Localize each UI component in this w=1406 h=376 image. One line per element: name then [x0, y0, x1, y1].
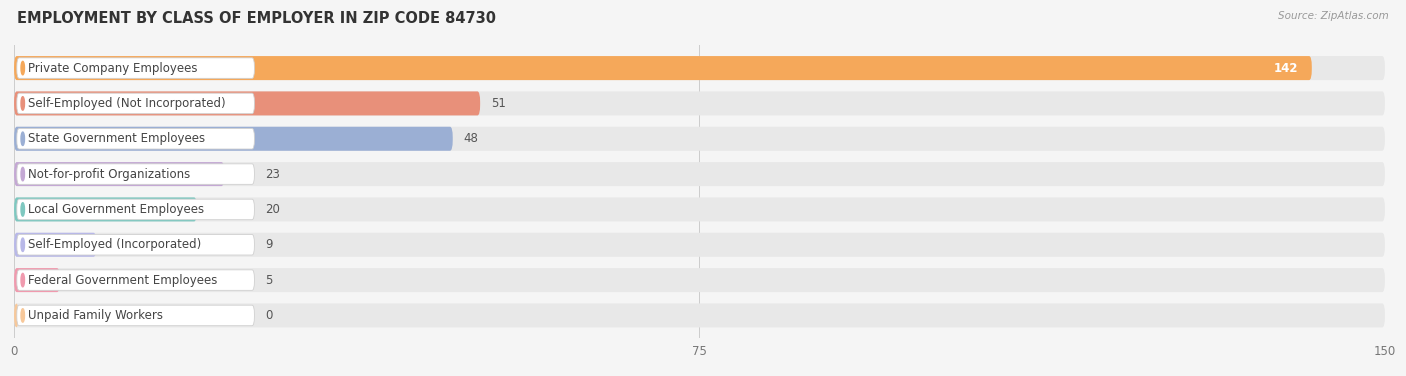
Circle shape [21, 167, 24, 181]
Text: Private Company Employees: Private Company Employees [28, 62, 198, 74]
FancyBboxPatch shape [14, 56, 1385, 80]
Text: 0: 0 [266, 309, 273, 322]
Text: 23: 23 [266, 168, 280, 180]
Text: 142: 142 [1274, 62, 1298, 74]
Circle shape [21, 203, 24, 216]
FancyBboxPatch shape [17, 58, 254, 78]
FancyBboxPatch shape [14, 127, 1385, 151]
FancyBboxPatch shape [14, 162, 1385, 186]
FancyBboxPatch shape [17, 129, 254, 149]
FancyBboxPatch shape [14, 303, 18, 327]
Text: Source: ZipAtlas.com: Source: ZipAtlas.com [1278, 11, 1389, 21]
Text: Self-Employed (Not Incorporated): Self-Employed (Not Incorporated) [28, 97, 226, 110]
FancyBboxPatch shape [14, 91, 481, 115]
Text: 9: 9 [266, 238, 273, 251]
Text: Self-Employed (Incorporated): Self-Employed (Incorporated) [28, 238, 201, 251]
FancyBboxPatch shape [14, 268, 60, 292]
FancyBboxPatch shape [14, 233, 96, 257]
FancyBboxPatch shape [17, 305, 254, 326]
FancyBboxPatch shape [14, 56, 1312, 80]
Text: 51: 51 [491, 97, 506, 110]
FancyBboxPatch shape [14, 127, 453, 151]
FancyBboxPatch shape [17, 93, 254, 114]
Circle shape [21, 132, 24, 146]
Text: Federal Government Employees: Federal Government Employees [28, 274, 218, 287]
FancyBboxPatch shape [14, 197, 1385, 221]
Text: 20: 20 [266, 203, 280, 216]
FancyBboxPatch shape [17, 164, 254, 184]
Circle shape [21, 309, 24, 322]
Circle shape [21, 97, 24, 110]
FancyBboxPatch shape [14, 268, 1385, 292]
FancyBboxPatch shape [14, 91, 1385, 115]
Circle shape [21, 61, 24, 75]
Text: Unpaid Family Workers: Unpaid Family Workers [28, 309, 163, 322]
Text: State Government Employees: State Government Employees [28, 132, 205, 145]
Circle shape [21, 273, 24, 287]
FancyBboxPatch shape [14, 233, 1385, 257]
FancyBboxPatch shape [14, 162, 225, 186]
FancyBboxPatch shape [14, 197, 197, 221]
FancyBboxPatch shape [17, 270, 254, 290]
Text: 5: 5 [266, 274, 273, 287]
FancyBboxPatch shape [14, 303, 1385, 327]
Circle shape [21, 238, 24, 252]
Text: Not-for-profit Organizations: Not-for-profit Organizations [28, 168, 190, 180]
Text: 48: 48 [464, 132, 478, 145]
FancyBboxPatch shape [17, 235, 254, 255]
Text: Local Government Employees: Local Government Employees [28, 203, 204, 216]
FancyBboxPatch shape [17, 199, 254, 220]
Text: EMPLOYMENT BY CLASS OF EMPLOYER IN ZIP CODE 84730: EMPLOYMENT BY CLASS OF EMPLOYER IN ZIP C… [17, 11, 496, 26]
